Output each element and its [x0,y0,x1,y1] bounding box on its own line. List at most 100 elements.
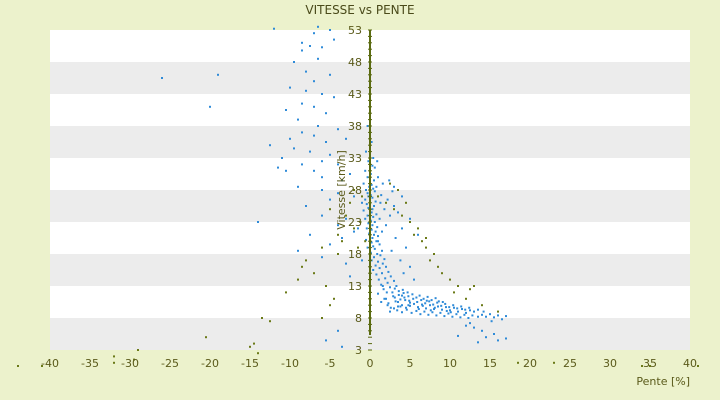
data-point [289,137,291,140]
data-point [313,32,315,35]
data-points [17,25,699,367]
x-tick-label: -40 [41,357,59,370]
data-point [385,291,388,294]
data-point [365,150,367,153]
data-point [429,309,432,312]
data-point [411,293,414,296]
data-point [435,314,438,317]
data-point [371,237,374,239]
data-point [441,308,443,311]
data-point [393,307,395,310]
data-point [386,281,389,284]
data-point [305,70,307,73]
data-point [452,304,455,307]
data-point [329,73,331,76]
data-point [378,243,381,246]
data-point [377,260,379,263]
data-point [431,311,434,314]
data-point [313,105,315,108]
data-point [409,301,411,304]
data-point [41,365,43,367]
data-point [459,316,462,319]
data-point [366,246,369,249]
data-point [439,311,442,314]
data-point [441,301,444,303]
data-point [389,275,392,278]
x-axis-label: Pente [%] [636,375,690,388]
data-point [413,302,415,305]
data-point [376,226,379,229]
data-point [333,96,335,99]
data-point [341,179,343,182]
data-point [455,313,458,316]
y-tick-label: 3 [355,344,362,357]
data-point [297,278,299,281]
data-point [293,147,295,150]
data-point [457,285,459,287]
data-point [401,214,403,217]
data-point [412,297,415,300]
data-point [401,288,404,291]
data-point [305,205,307,207]
data-point [285,291,287,294]
data-point [325,141,327,143]
data-point [372,269,375,271]
data-point [378,217,381,220]
data-point [375,273,378,276]
data-point [437,300,440,303]
data-point [321,93,323,95]
data-point [321,214,323,217]
data-point [468,306,471,309]
data-point [473,310,475,313]
data-point [357,227,359,230]
y-tick-label: 53 [348,24,362,37]
data-point [365,238,367,241]
data-point [421,304,424,307]
data-point [405,306,407,309]
data-point [393,208,395,211]
y-axis [368,29,372,351]
data-point [429,304,431,307]
x-tick-label: -20 [201,357,219,370]
data-point [433,253,435,255]
data-point [337,329,339,332]
data-point [273,27,275,30]
data-point [422,297,425,300]
data-point [361,259,363,262]
data-point [387,270,390,273]
data-point [377,195,379,198]
data-point [253,342,255,345]
data-point [489,313,491,316]
data-point [17,365,19,367]
data-point [309,45,311,47]
data-point [365,227,368,230]
data-point [370,141,373,143]
data-point [473,326,475,329]
data-point [461,308,463,311]
data-point [417,308,420,311]
data-point [366,214,369,217]
data-point [415,296,418,299]
y-tick-label: 43 [348,88,362,101]
data-point [359,221,362,223]
data-point [463,313,466,316]
data-point [372,187,375,190]
data-point [375,185,378,188]
x-tick-label: -15 [241,357,259,370]
data-point [429,259,431,262]
data-point [401,294,403,297]
data-point [385,201,387,204]
data-point [261,317,263,319]
data-point [386,304,389,307]
data-point [313,80,315,83]
data-point [374,230,377,233]
data-point [371,164,374,167]
data-point [517,361,519,364]
data-point [357,246,359,249]
y-tick-label: 8 [355,312,362,325]
data-point [469,309,471,312]
data-point [345,217,347,220]
x-tick-label: -35 [81,357,99,370]
data-point [482,310,485,313]
